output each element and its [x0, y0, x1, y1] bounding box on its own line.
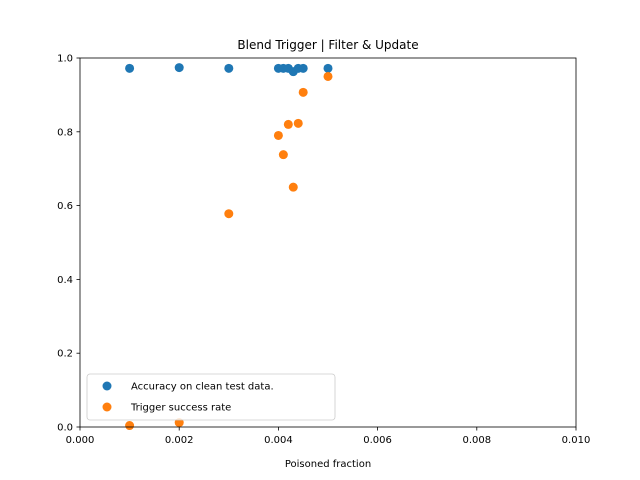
legend: Accuracy on clean test data. Trigger succ…	[86, 373, 336, 421]
y-tick-label: 1.0	[57, 54, 73, 65]
x-axis: 0.000 0.002 0.004 0.006 0.008 0.010	[66, 427, 591, 446]
point-series-1-8	[298, 87, 308, 97]
point-series-0-2	[224, 63, 234, 73]
point-series-0-0	[125, 63, 135, 73]
legend-label-0: Accuracy on clean test data.	[131, 382, 274, 393]
x-tick-label: 0.010	[562, 435, 591, 446]
x-tick-label: 0.000	[66, 435, 95, 446]
point-series-1-5	[283, 119, 293, 129]
x-tick-label: 0.008	[462, 435, 491, 446]
point-series-1-3	[273, 130, 283, 140]
point-series-0-9	[323, 63, 333, 73]
y-tick-label: 0.2	[57, 349, 73, 360]
point-series-1-6	[288, 182, 298, 192]
y-axis: 0.0 0.2 0.4 0.6 0.8 1.0	[57, 54, 80, 434]
x-tick-label: 0.006	[363, 435, 392, 446]
data-points	[125, 63, 333, 431]
plot-area-frame	[79, 57, 577, 428]
y-tick-label: 0.8	[57, 127, 73, 138]
point-series-1-0	[125, 421, 135, 431]
point-series-0-8	[298, 63, 308, 73]
legend-marker-1	[102, 402, 112, 412]
point-series-1-2	[224, 209, 234, 219]
point-series-1-9	[323, 71, 333, 81]
legend-box	[86, 373, 336, 421]
point-series-1-7	[293, 118, 303, 128]
y-tick-label: 0.0	[57, 423, 73, 434]
x-tick-label: 0.002	[165, 435, 194, 446]
legend-marker-0	[102, 381, 112, 391]
legend-label-1: Trigger success rate	[130, 403, 231, 414]
x-tick-label: 0.004	[264, 435, 293, 446]
y-tick-label: 0.4	[57, 275, 73, 286]
point-series-1-4	[278, 150, 288, 160]
point-series-0-1	[174, 63, 184, 73]
y-tick-label: 0.6	[57, 201, 73, 212]
chart-title: Blend Trigger | Filter & Update	[237, 38, 418, 52]
x-axis-title: Poisoned fraction	[285, 459, 371, 470]
